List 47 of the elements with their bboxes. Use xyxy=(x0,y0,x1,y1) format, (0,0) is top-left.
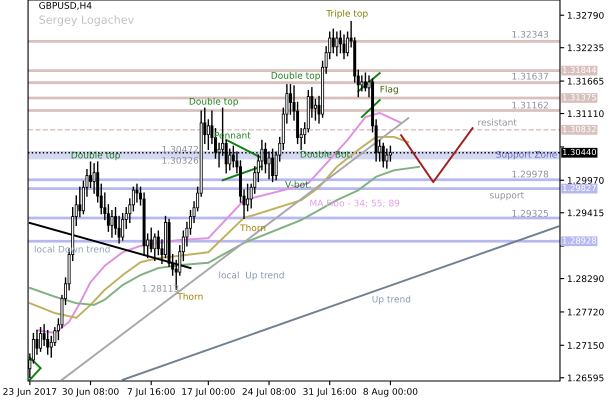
annotation: 1.32343 xyxy=(512,30,548,38)
x-tick-label: 7 Jul 16:00 xyxy=(128,388,175,397)
y-tick-label: 1.31110 xyxy=(568,110,604,118)
ref-line-label: 1.30832 xyxy=(563,126,596,132)
annotation: 1.29978 xyxy=(512,170,548,178)
y-tick-label: 1.28290 xyxy=(568,275,604,282)
x-tick-label: 17 Jul 00:00 xyxy=(182,388,235,397)
y-tick-label: 1.29415 xyxy=(568,209,604,216)
annotation: local Up trend xyxy=(219,271,284,280)
x-tick-label: 31 Jul 16:00 xyxy=(303,388,356,397)
x-tick-label: 30 Jun 08:00 xyxy=(62,388,119,397)
x-tick-label: 23 Jun 2017 xyxy=(3,388,56,397)
annotation: Triple top xyxy=(326,10,368,18)
annotation: support xyxy=(490,192,524,200)
x-tick-label: 24 Jul 08:00 xyxy=(242,388,296,397)
band-label: Support Zone xyxy=(496,150,557,160)
y-tick-label: 1.26595 xyxy=(568,374,604,382)
annotation: 1.30326 xyxy=(162,156,198,164)
ref-line-label: 1.28928 xyxy=(563,237,596,244)
annotation: 1.31162 xyxy=(512,102,548,109)
y-tick-label: 1.32235 xyxy=(568,44,604,52)
y-tick-label: 1.32790 xyxy=(568,12,604,19)
annotation: Up trend xyxy=(372,295,410,304)
annotation: Double Bot. xyxy=(300,150,352,158)
ref-line-label: 1.30440 xyxy=(563,148,596,156)
annotation: Double top xyxy=(190,98,238,106)
annotation: 1.30472 xyxy=(162,146,198,153)
y-tick-label: 1.31665 xyxy=(568,78,604,85)
annotation: 1.31637 xyxy=(512,72,548,80)
text: Sergey Logachev xyxy=(39,15,134,26)
annotation: Thorn xyxy=(240,224,266,232)
annotation: resistant xyxy=(478,118,517,126)
x-tick-label: 8 Aug 00:00 xyxy=(363,388,418,397)
annotation: 1.29325 xyxy=(512,210,548,217)
annotation: Double top xyxy=(272,72,320,81)
annotation: Double top xyxy=(72,151,120,160)
y-tick-label: 1.27720 xyxy=(568,308,604,316)
annotation: V-bot. xyxy=(285,180,311,188)
ref-line-label: 1.31844 xyxy=(563,66,596,73)
ref-line-label: 1.29827 xyxy=(563,184,596,192)
y-tick-label: 1.27150 xyxy=(568,342,604,349)
y-tick-label: 1.29970 xyxy=(568,176,604,184)
ref-line-label: 1.31375 xyxy=(563,94,596,100)
chart-title: GBPUSD,H4 xyxy=(39,2,92,10)
annotation: 1.28113 xyxy=(142,284,178,292)
annotation: Flag xyxy=(380,86,398,94)
annotation: Thorn xyxy=(177,292,203,300)
